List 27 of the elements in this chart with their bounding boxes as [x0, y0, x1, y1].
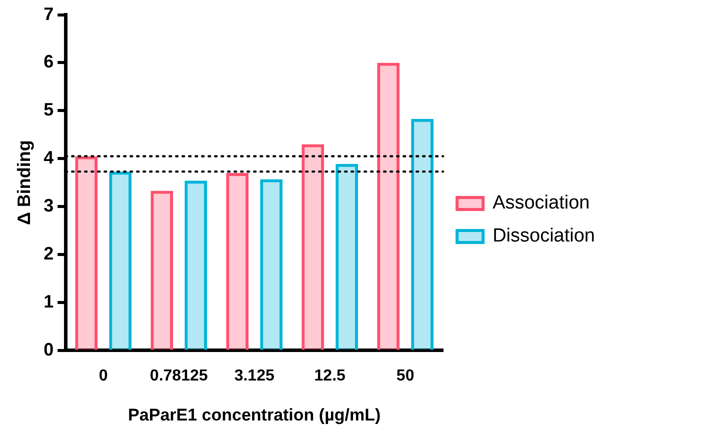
- y-tick-label: 4: [44, 148, 54, 168]
- legend-label: Association: [492, 192, 590, 214]
- bar: [75, 156, 98, 350]
- bar: [302, 144, 324, 350]
- x-tick-label: 50: [396, 367, 414, 384]
- x-tick-label: 0: [98, 367, 108, 384]
- bar: [377, 62, 400, 350]
- bar: [109, 172, 132, 350]
- x-tick-label: 0.78125: [150, 367, 208, 384]
- y-tick-label: 6: [44, 52, 54, 72]
- y-axis-title: Δ Binding: [14, 140, 34, 226]
- legend-label: Dissociation: [492, 226, 596, 247]
- y-tick-label: 1: [44, 291, 54, 312]
- y-tick-label: 2: [44, 243, 54, 264]
- y-tick-label: 0: [44, 339, 54, 360]
- bar: [411, 118, 434, 350]
- bar: [226, 173, 249, 350]
- bar: [336, 164, 358, 350]
- y-tick-label: 3: [44, 196, 54, 216]
- bar: [184, 180, 208, 350]
- x-axis-title: PaParE1 concentration (µg/mL): [128, 405, 381, 424]
- bar: [150, 190, 174, 350]
- y-tick-label: 5: [44, 100, 54, 120]
- y-tick-label: 7: [44, 4, 54, 24]
- x-tick-label: 12.5: [314, 367, 346, 384]
- bar: [260, 179, 283, 350]
- x-tick-label: 3.125: [234, 367, 274, 384]
